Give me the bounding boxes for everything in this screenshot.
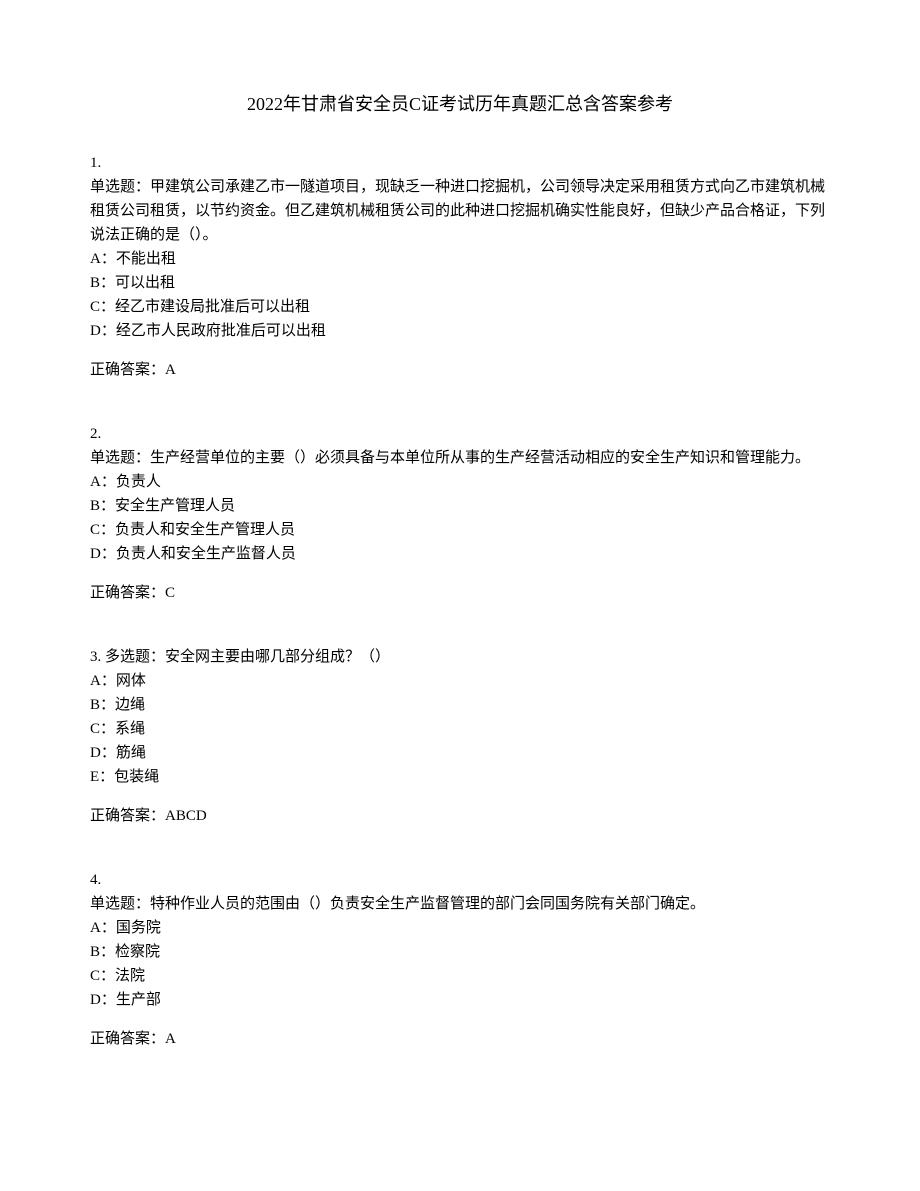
option-d: D：负责人和安全生产监督人员: [90, 542, 830, 566]
option-d: D：经乙市人民政府批准后可以出租: [90, 319, 830, 343]
option-c: C：经乙市建设局批准后可以出租: [90, 295, 830, 319]
option-d: D：生产部: [90, 988, 830, 1012]
option-b: B：检察院: [90, 940, 830, 964]
option-a: A：不能出租: [90, 247, 830, 271]
option-a: A：负责人: [90, 470, 830, 494]
option-b: B：安全生产管理人员: [90, 494, 830, 518]
question-number: 4.: [90, 868, 830, 892]
option-b: B：边绳: [90, 693, 830, 717]
question-text: 3. 多选题：安全网主要由哪几部分组成？（）: [90, 645, 830, 669]
question-1: 1. 单选题：甲建筑公司承建乙市一隧道项目，现缺乏一种进口挖掘机，公司领导决定采…: [90, 151, 830, 382]
question-3: 3. 多选题：安全网主要由哪几部分组成？（） A：网体 B：边绳 C：系绳 D：…: [90, 645, 830, 828]
option-c: C：系绳: [90, 717, 830, 741]
document-title: 2022年甘肃省安全员C证考试历年真题汇总含答案参考: [90, 90, 830, 116]
answer-text: 正确答案：ABCD: [90, 804, 830, 828]
question-text: 单选题：生产经营单位的主要（）必须具备与本单位所从事的生产经营活动相应的安全生产…: [90, 446, 830, 470]
option-a: A：国务院: [90, 916, 830, 940]
option-c: C：法院: [90, 964, 830, 988]
question-number: 2.: [90, 422, 830, 446]
option-a: A：网体: [90, 669, 830, 693]
question-number: 1.: [90, 151, 830, 175]
option-d: D：筋绳: [90, 741, 830, 765]
answer-text: 正确答案：C: [90, 581, 830, 605]
question-text: 单选题：特种作业人员的范围由（）负责安全生产监督管理的部门会同国务院有关部门确定…: [90, 892, 830, 916]
answer-text: 正确答案：A: [90, 1027, 830, 1051]
answer-text: 正确答案：A: [90, 358, 830, 382]
option-e: E：包装绳: [90, 765, 830, 789]
option-c: C：负责人和安全生产管理人员: [90, 518, 830, 542]
question-text: 单选题：甲建筑公司承建乙市一隧道项目，现缺乏一种进口挖掘机，公司领导决定采用租赁…: [90, 175, 830, 247]
question-2: 2. 单选题：生产经营单位的主要（）必须具备与本单位所从事的生产经营活动相应的安…: [90, 422, 830, 605]
question-4: 4. 单选题：特种作业人员的范围由（）负责安全生产监督管理的部门会同国务院有关部…: [90, 868, 830, 1051]
option-b: B：可以出租: [90, 271, 830, 295]
